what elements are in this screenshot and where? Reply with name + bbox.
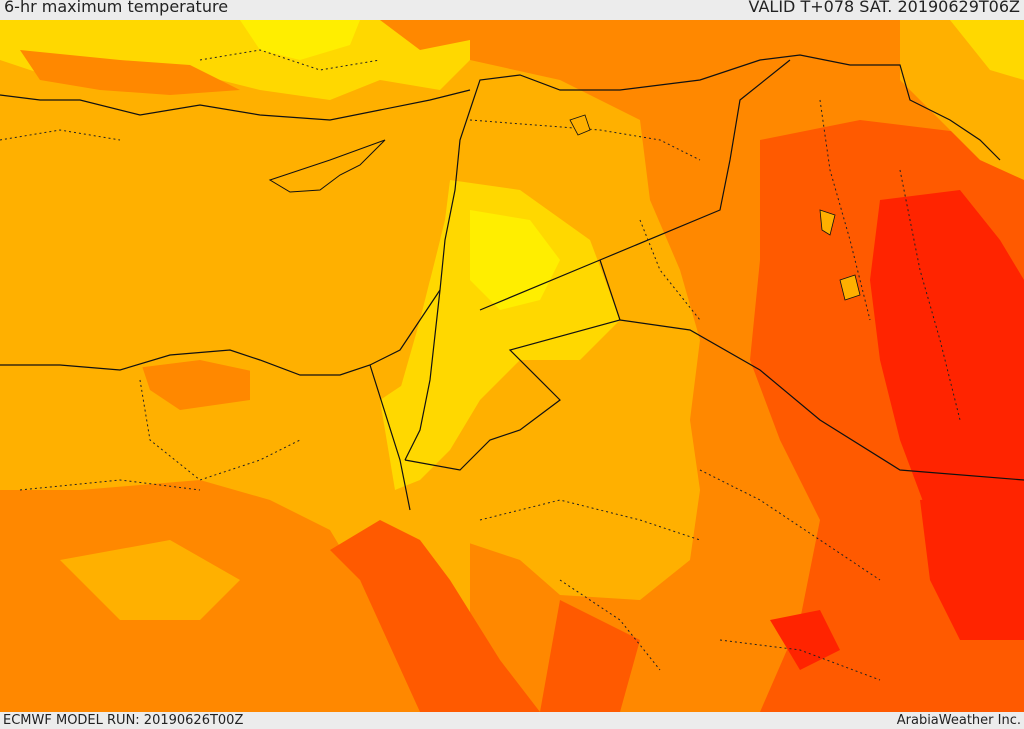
map-header: 6-hr maximum temperature VALID T+078 SAT…	[0, 0, 1024, 20]
turkey-yellow-patch	[240, 20, 360, 60]
mediterranean-sea	[0, 95, 455, 375]
aegean-orange-patch	[380, 20, 470, 50]
cyprus	[268, 139, 386, 193]
iraq-red-core	[870, 190, 1024, 580]
gulf-red-patch	[920, 490, 1024, 640]
jordan-yellow-patch	[470, 210, 560, 310]
nile-orange-band	[140, 350, 250, 410]
map-footer: ECMWF MODEL RUN: 20190626T00Z ArabiaWeat…	[0, 712, 1024, 729]
lake-assad	[569, 114, 591, 136]
levant-yellow-band	[390, 180, 620, 480]
anatolia-east-yellow	[950, 20, 1024, 80]
red-sea-dark-orange-field	[330, 520, 540, 712]
egypt-light-orange-patch	[60, 540, 240, 620]
model-run: ECMWF MODEL RUN: 20190626T00Z	[3, 713, 244, 728]
iraq-lakes	[839, 274, 861, 301]
temperature-map	[0, 20, 1024, 712]
province-boundaries	[0, 49, 961, 681]
hejaz-dark-orange-patch	[540, 600, 640, 712]
iraq-lake-north	[819, 209, 836, 236]
credit-text: ArabiaWeather Inc.	[896, 713, 1021, 728]
valid-time: VALID T+078 SAT. 20190629T06Z	[748, 0, 1020, 16]
saudi-red-spot	[770, 610, 840, 670]
country-borders	[0, 54, 1024, 511]
turkey-orange-patch	[20, 50, 240, 95]
map-title: 6-hr maximum temperature	[4, 0, 229, 16]
map-canvas	[0, 20, 1024, 712]
